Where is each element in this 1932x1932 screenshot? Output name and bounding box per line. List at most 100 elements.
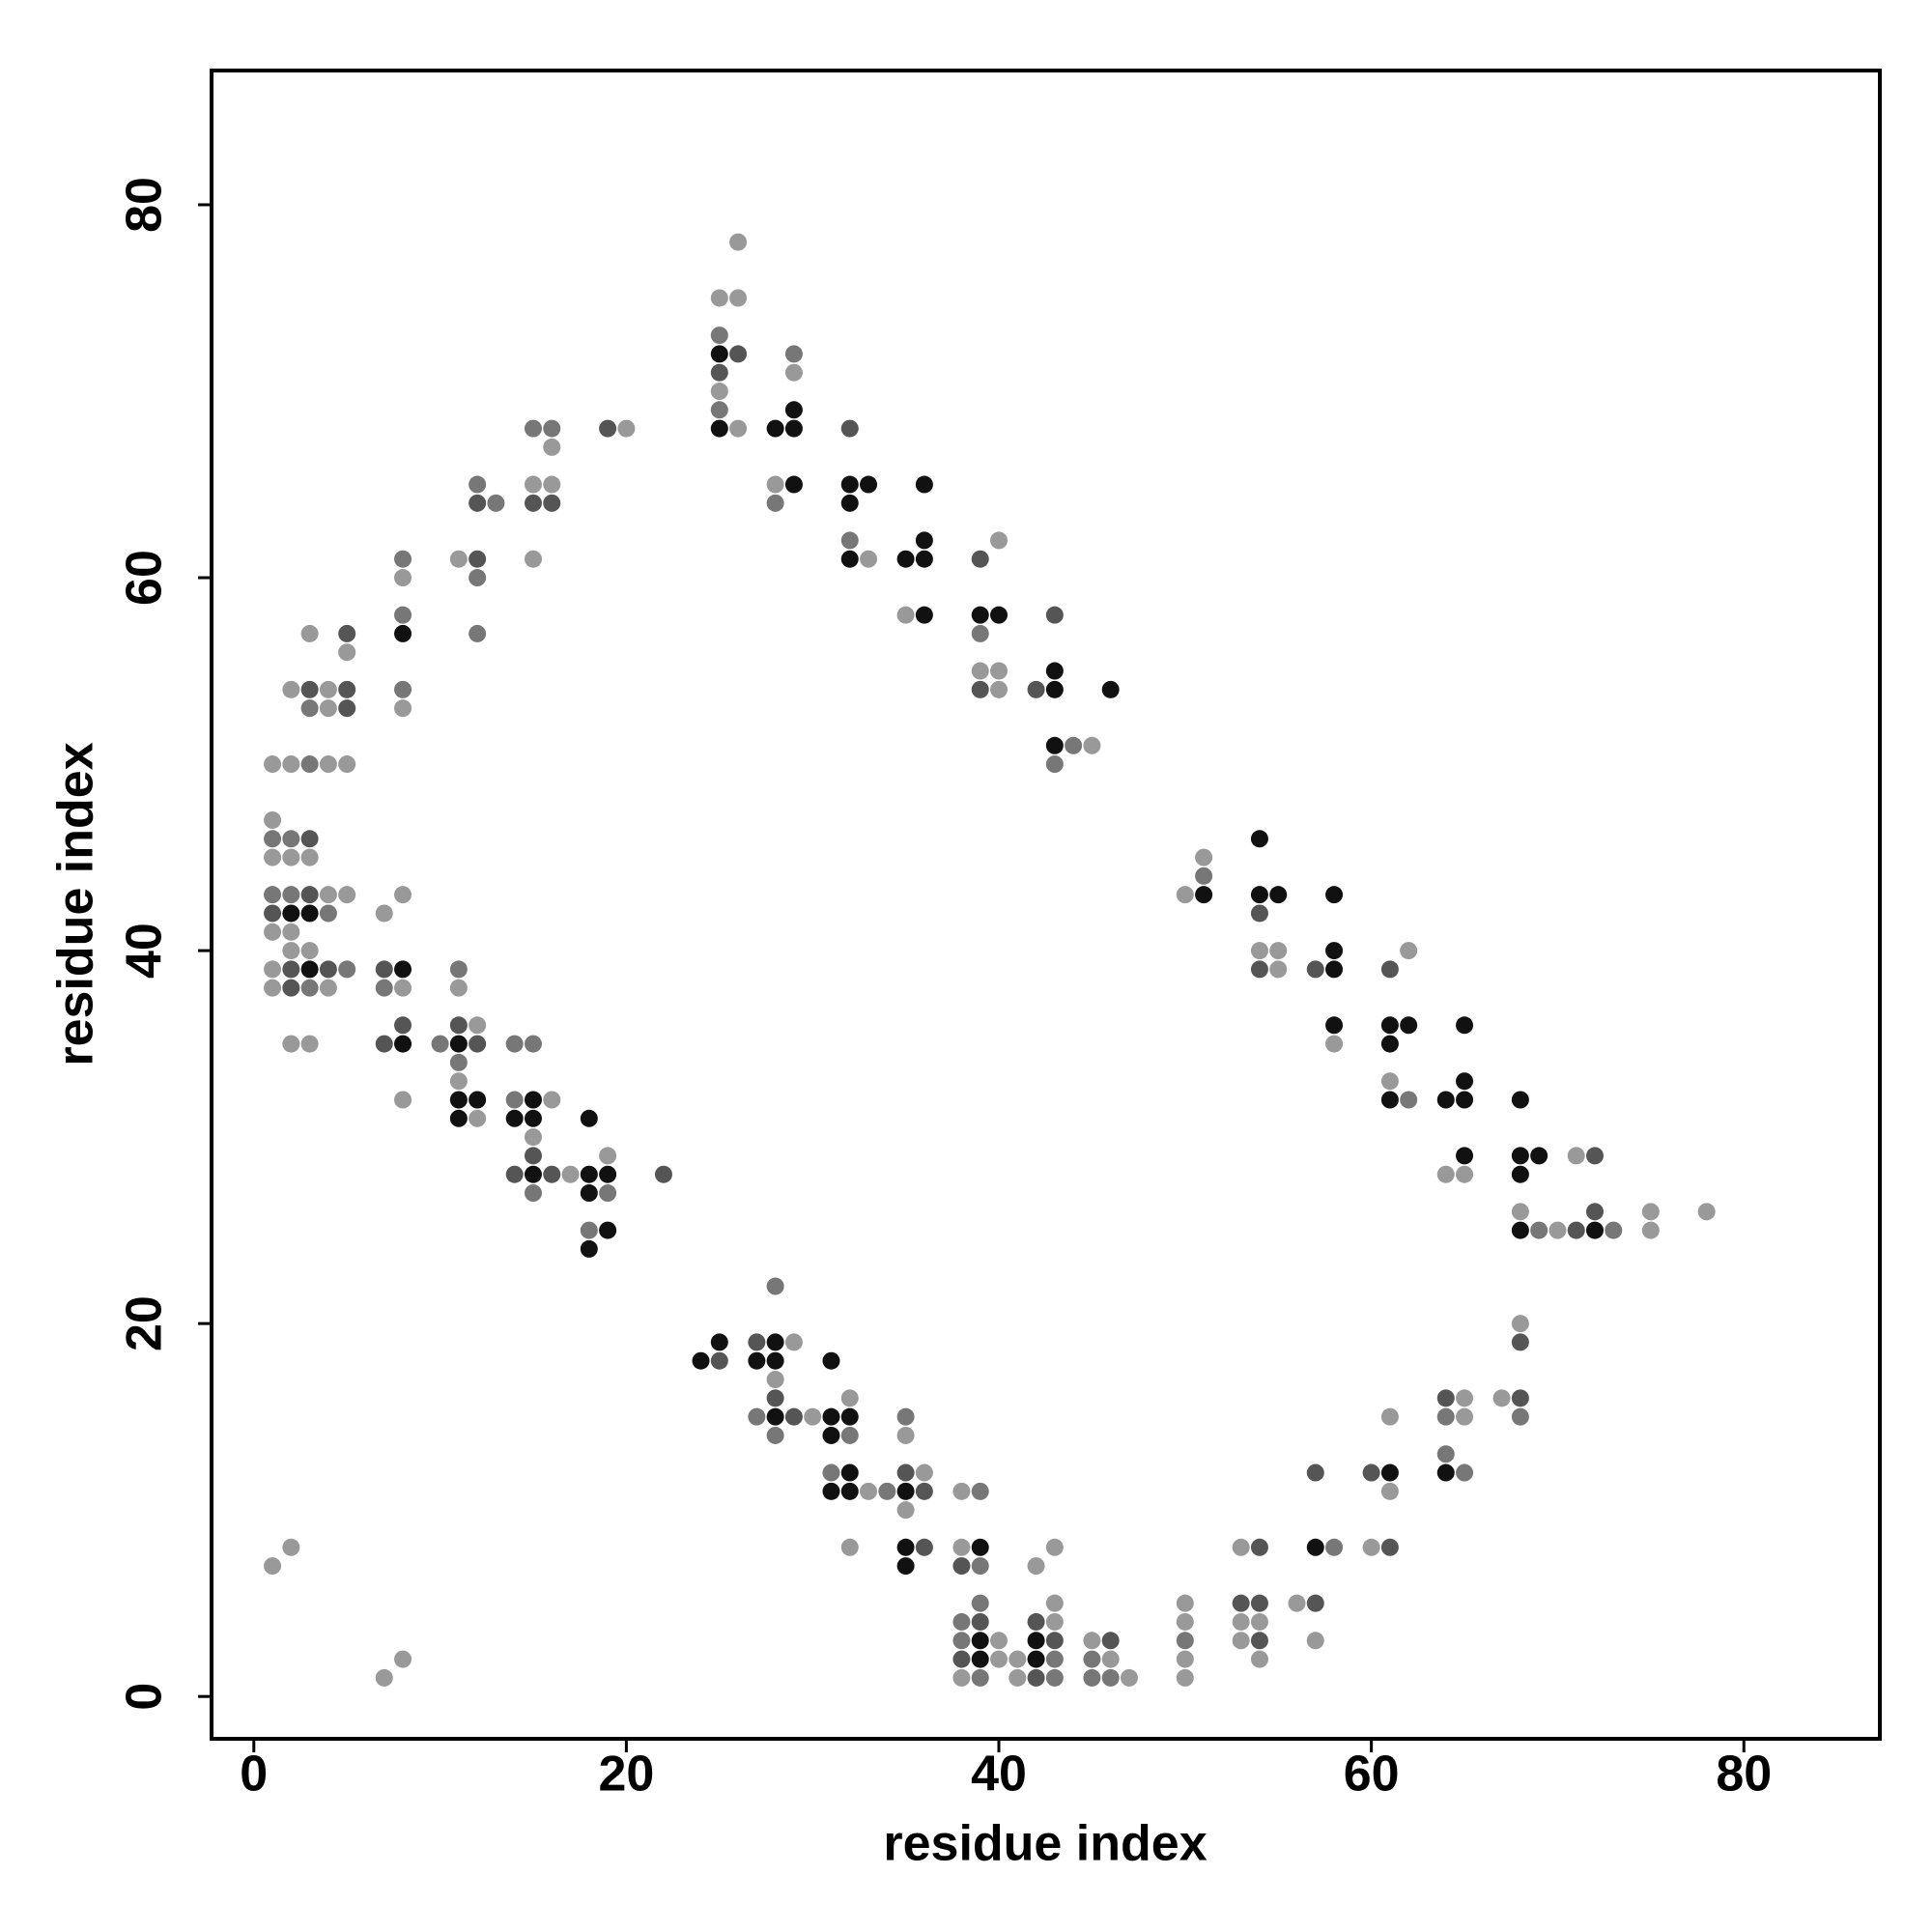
contact-point bbox=[1027, 1557, 1045, 1576]
contact-point bbox=[915, 606, 933, 624]
contact-point bbox=[990, 606, 1009, 624]
contact-point bbox=[375, 1035, 393, 1053]
contact-point bbox=[394, 624, 412, 642]
contact-point bbox=[1250, 1538, 1268, 1556]
contact-point bbox=[710, 363, 728, 382]
contact-point bbox=[1400, 942, 1418, 960]
contact-point bbox=[784, 419, 803, 438]
contact-point bbox=[264, 904, 282, 923]
contact-point bbox=[264, 923, 282, 941]
contact-point bbox=[1456, 1016, 1474, 1035]
contact-point bbox=[840, 475, 859, 494]
contact-point bbox=[319, 699, 337, 718]
contact-point bbox=[1325, 942, 1344, 960]
contact-point bbox=[1436, 1445, 1455, 1463]
y-tick-label: 0 bbox=[117, 1683, 173, 1711]
contact-point bbox=[1120, 1668, 1138, 1687]
contact-point bbox=[766, 1389, 784, 1407]
contact-point bbox=[1436, 1091, 1455, 1109]
contact-point bbox=[282, 848, 300, 867]
contact-point bbox=[1306, 1463, 1324, 1482]
contact-point bbox=[840, 1538, 859, 1556]
contact-point bbox=[1456, 1072, 1474, 1091]
contact-point bbox=[300, 942, 319, 960]
contact-point bbox=[1045, 755, 1064, 774]
contact-point bbox=[264, 886, 282, 904]
contact-point bbox=[319, 755, 337, 774]
contact-point bbox=[1325, 1538, 1344, 1556]
contact-point bbox=[505, 1035, 524, 1053]
contact-point bbox=[971, 1557, 989, 1576]
contact-point bbox=[469, 1016, 487, 1035]
contact-point bbox=[524, 419, 542, 438]
contact-point bbox=[1325, 1016, 1344, 1035]
contact-point bbox=[264, 960, 282, 979]
contact-point bbox=[1605, 1221, 1623, 1239]
contact-point bbox=[1250, 1632, 1268, 1650]
contact-point bbox=[300, 755, 319, 774]
contact-point bbox=[487, 494, 505, 512]
contact-point bbox=[1380, 960, 1399, 979]
y-tick-label: 20 bbox=[117, 1295, 173, 1351]
contact-point bbox=[524, 494, 542, 512]
contact-point bbox=[1176, 1650, 1194, 1668]
contact-point bbox=[431, 1035, 449, 1053]
contact-point bbox=[1380, 1035, 1399, 1053]
contact-point bbox=[1456, 1091, 1474, 1109]
contact-point bbox=[784, 401, 803, 419]
contact-point bbox=[710, 383, 728, 401]
contact-point bbox=[840, 1407, 859, 1426]
contact-point bbox=[394, 550, 412, 568]
contact-point bbox=[971, 550, 989, 568]
contact-point bbox=[338, 886, 356, 904]
contact-point bbox=[1586, 1221, 1605, 1239]
contact-point bbox=[282, 960, 300, 979]
contact-point bbox=[580, 1165, 598, 1183]
contact-point bbox=[1456, 1407, 1474, 1426]
contact-point bbox=[300, 624, 319, 642]
contact-point bbox=[971, 1538, 989, 1556]
contact-point bbox=[971, 624, 989, 642]
contact-point bbox=[1045, 1632, 1064, 1650]
contact-point bbox=[469, 475, 487, 494]
contact-point bbox=[1436, 1407, 1455, 1426]
contact-point bbox=[1269, 942, 1288, 960]
contact-point bbox=[1380, 1091, 1399, 1109]
contact-point bbox=[1045, 606, 1064, 624]
contact-point bbox=[1456, 1389, 1474, 1407]
contact-point bbox=[1288, 1594, 1306, 1612]
contact-point bbox=[1362, 1538, 1380, 1556]
contact-point bbox=[599, 1147, 617, 1165]
contact-point bbox=[449, 1016, 468, 1035]
contact-point bbox=[915, 550, 933, 568]
contact-point bbox=[264, 830, 282, 848]
contact-point bbox=[543, 475, 561, 494]
contact-point bbox=[1400, 1016, 1418, 1035]
contact-point bbox=[896, 1482, 915, 1500]
contact-point bbox=[300, 680, 319, 698]
contact-point bbox=[505, 1165, 524, 1183]
contact-point bbox=[784, 363, 803, 382]
contact-point bbox=[449, 1091, 468, 1109]
contact-point bbox=[840, 550, 859, 568]
contact-point bbox=[710, 401, 728, 419]
contact-point bbox=[300, 960, 319, 979]
contact-point bbox=[282, 923, 300, 941]
contact-point bbox=[729, 289, 748, 307]
contact-point bbox=[710, 1351, 728, 1370]
contact-point bbox=[971, 680, 989, 698]
contact-point bbox=[1567, 1221, 1585, 1239]
contact-point bbox=[543, 1165, 561, 1183]
contact-point bbox=[1306, 960, 1324, 979]
contact-point bbox=[1530, 1147, 1548, 1165]
contact-point bbox=[1250, 960, 1268, 979]
contact-point bbox=[654, 1165, 672, 1183]
contact-point bbox=[952, 1538, 971, 1556]
contact-point bbox=[300, 699, 319, 718]
contact-point bbox=[1083, 1650, 1101, 1668]
contact-point bbox=[822, 1463, 840, 1482]
contact-point bbox=[394, 979, 412, 997]
contact-point bbox=[748, 1333, 766, 1351]
contact-point bbox=[1045, 1612, 1064, 1631]
